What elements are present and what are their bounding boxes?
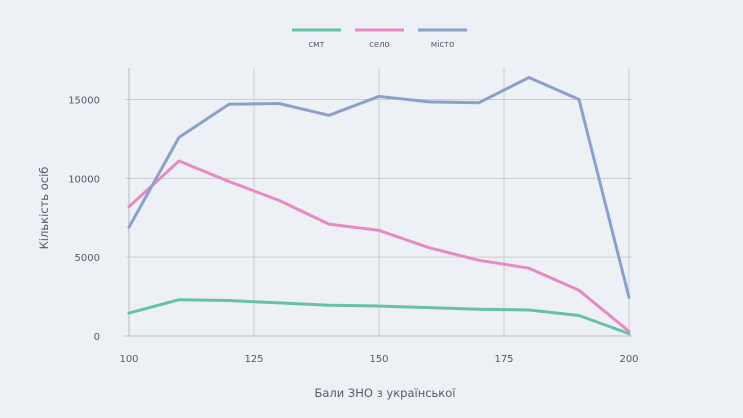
legend-label: село bbox=[369, 40, 390, 50]
x-axis-title: Бали ЗНО з української bbox=[314, 386, 456, 400]
y-tick-label: 0 bbox=[94, 332, 100, 343]
series-line bbox=[127, 298, 631, 336]
x-tick-label: 150 bbox=[369, 354, 388, 365]
grid bbox=[125, 68, 632, 337]
y-tick-label: 10000 bbox=[68, 174, 100, 185]
legend-label: місто bbox=[431, 40, 455, 50]
x-tick-label: 100 bbox=[119, 354, 138, 365]
y-tick-label: 5000 bbox=[75, 253, 100, 264]
series-line bbox=[127, 159, 631, 333]
x-tick-label: 200 bbox=[619, 354, 638, 365]
legend: смт село місто bbox=[292, 28, 467, 50]
x-tick-label: 125 bbox=[244, 354, 263, 365]
y-axis-title: Кількість осіб bbox=[37, 167, 51, 250]
legend-label: смт bbox=[308, 40, 324, 50]
y-tick-label: 15000 bbox=[68, 96, 100, 107]
x-tick-label: 175 bbox=[494, 354, 513, 365]
series-line bbox=[127, 76, 631, 299]
series-lines bbox=[127, 76, 631, 336]
axes: 100 125 150 175 200 0 5000 10000 15000 bbox=[68, 68, 639, 365]
